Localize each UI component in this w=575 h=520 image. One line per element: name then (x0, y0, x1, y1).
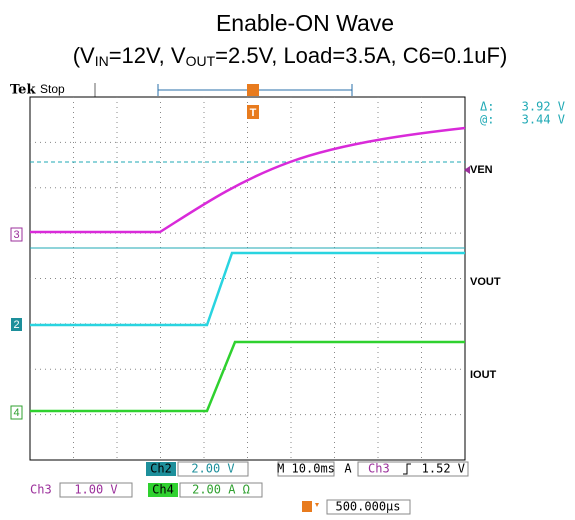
ch3-scale: 1.00 V (74, 483, 117, 497)
channel-marker: 4 (13, 407, 19, 419)
brand: Tek (10, 83, 36, 98)
trace-label: VOUT (470, 276, 501, 288)
trig-level: 1.52 V (422, 462, 465, 476)
timebase: M 10.0ms (277, 462, 335, 476)
ch4-tag (148, 483, 178, 497)
trigger-marker-box (247, 105, 259, 119)
ch2-tag (146, 462, 176, 476)
channel-marker: 2 (13, 319, 19, 331)
graticule (30, 97, 465, 460)
trigger-marker: T (250, 107, 257, 119)
cursor-delta: 3.92 V (522, 100, 565, 114)
status: Stop (40, 82, 65, 96)
ch4: Ch4 (152, 483, 174, 497)
ch-marker-box (10, 405, 23, 420)
cursor-arrow (464, 166, 470, 174)
ch3: Ch3 (30, 483, 52, 497)
box (326, 499, 411, 515)
trace-label: IOUT (470, 369, 497, 381)
slope (403, 463, 411, 475)
trace-iout (30, 340, 465, 413)
box (177, 461, 249, 477)
acq: A (344, 462, 352, 476)
ch-marker-box (10, 227, 23, 242)
trig-src: Ch3 (368, 462, 390, 476)
pos-icon (302, 501, 312, 512)
trace-label: VEN (470, 164, 493, 176)
trace-vout (30, 251, 465, 327)
cursor-at: 3.44 V (522, 113, 565, 127)
box (357, 461, 469, 477)
trigger-pos (247, 84, 259, 96)
cursor-at-label: @: (480, 113, 494, 127)
position: 500.000µs (335, 500, 400, 514)
ch2: Ch2 (150, 462, 172, 476)
cursor-delta-label: Δ: (480, 100, 494, 114)
ch4-scale: 2.00 A Ω (192, 483, 250, 497)
box (59, 482, 133, 498)
ch-marker-box (11, 318, 22, 331)
channel-marker: 3 (13, 229, 19, 241)
subtitle: (VIN=12V, VOUT=2.5V, Load=3.5A, C6=0.1uF… (73, 43, 508, 69)
trace-ven (30, 126, 466, 234)
box (179, 482, 263, 498)
box (277, 461, 335, 477)
title: Enable-ON Wave (216, 10, 394, 36)
ch2-scale: 2.00 V (191, 462, 234, 476)
pos-arrow (315, 503, 319, 507)
